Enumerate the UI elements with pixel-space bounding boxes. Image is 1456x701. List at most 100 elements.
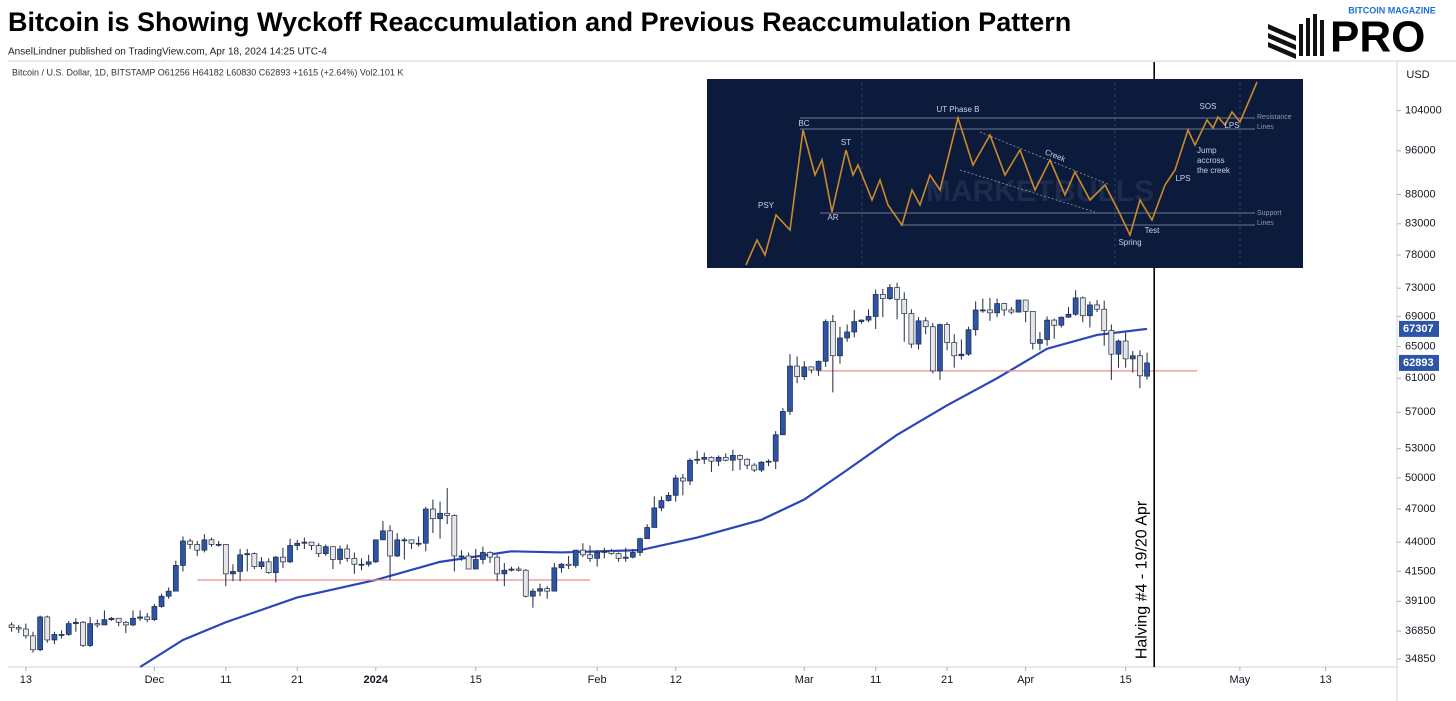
candle-body [480, 552, 486, 560]
candle-body [915, 320, 922, 345]
symbol-info: Bitcoin / U.S. Dollar, 1D, BITSTAMP O612… [12, 67, 403, 77]
y-tick-label: 83000 [1405, 218, 1436, 230]
y-tick-label: 44000 [1405, 536, 1436, 548]
inset-label: LPS [1175, 174, 1190, 183]
candle-body [337, 548, 343, 560]
inset-label: Jump [1197, 146, 1217, 155]
candle-body [772, 434, 779, 462]
candle-body [1015, 299, 1022, 313]
candle-body [1072, 297, 1079, 315]
candle-body [894, 287, 900, 300]
candle-body [637, 538, 643, 553]
chart-title: Bitcoin is Showing Wyckoff Reaccumulatio… [8, 7, 1071, 37]
candle-body [201, 539, 208, 551]
candle-body [458, 555, 465, 558]
candle-body [115, 617, 122, 623]
candle-body [44, 616, 51, 641]
candle-body [1029, 311, 1036, 344]
candle-body [765, 460, 772, 463]
inset-label: BC [798, 119, 809, 128]
candle-body [722, 456, 729, 461]
candle-body [280, 556, 286, 563]
inset-label: Lines [1257, 124, 1274, 131]
candle-body [694, 458, 700, 461]
candle-body [1094, 304, 1100, 310]
candle-body [472, 559, 479, 570]
candle-body [87, 623, 93, 646]
candle-body [444, 512, 451, 516]
candle-body [194, 544, 201, 551]
candle-body [172, 565, 179, 592]
candle-body [301, 541, 308, 544]
candle-body [322, 546, 329, 554]
candle-body [622, 556, 629, 559]
logo-top: BITCOIN MAGAZINE [1348, 5, 1436, 15]
candle-body [779, 411, 786, 436]
candle-body [30, 635, 36, 651]
inset-label: PSY [758, 201, 775, 210]
candle-body [1144, 362, 1150, 377]
candle-body [937, 324, 943, 372]
candle-body [122, 621, 129, 626]
candle-body [544, 588, 551, 592]
candle-body [829, 321, 836, 357]
candle-body [158, 595, 165, 607]
candle-body [551, 567, 558, 592]
candle-body [944, 324, 950, 343]
candle-body [80, 621, 86, 646]
x-tick-label: 15 [470, 674, 482, 686]
candle-body [965, 329, 972, 355]
x-tick-label: Dec [145, 674, 165, 686]
candle-body [501, 569, 508, 575]
candle-body [344, 548, 351, 559]
inset-label: Test [1145, 226, 1160, 235]
candle-body [58, 634, 65, 636]
y-tick-label: 34850 [1405, 653, 1436, 665]
candle-body [879, 294, 886, 299]
candle-body [1115, 340, 1122, 355]
candle-body [422, 508, 429, 544]
candle-body [94, 623, 101, 626]
candle-body [1051, 319, 1058, 326]
candle-body [180, 540, 186, 566]
candle-body [372, 539, 379, 563]
candle-body [208, 539, 215, 545]
subtitle: AnselLindner published on TradingView.co… [8, 47, 327, 58]
candle-body [315, 545, 322, 554]
candle-body [651, 507, 658, 528]
candle-body [558, 563, 565, 569]
candle-body [1101, 308, 1108, 331]
candle-body [901, 298, 908, 314]
x-tick-label: 11 [220, 674, 231, 686]
candle-body [601, 550, 608, 553]
inset-levels [800, 117, 1255, 226]
candle-body [72, 621, 79, 624]
candle-body [487, 552, 493, 558]
inset: MARKETBULLS PSY BC ST AR UT Phase B Cree… [707, 79, 1303, 268]
candle-body [865, 316, 872, 321]
candle-body [244, 553, 251, 556]
candle-body [758, 461, 765, 471]
candle-body [851, 321, 858, 333]
candle-body [151, 606, 158, 620]
candle-body [987, 309, 993, 314]
candle-body [1065, 313, 1072, 318]
candle-body [415, 542, 422, 545]
candle-body [615, 553, 622, 559]
candle-body [715, 456, 722, 462]
candle-body [958, 353, 965, 357]
y-tick-label: 36850 [1405, 625, 1436, 637]
inset-label: AR [827, 213, 838, 222]
inset-label: ST [841, 138, 851, 147]
candle-body [187, 540, 193, 545]
candle-body [330, 546, 336, 560]
inset-label: Spring [1118, 238, 1141, 247]
moving-average [139, 327, 1148, 668]
x-tick-label: Mar [795, 674, 814, 686]
candle-body [1122, 340, 1129, 360]
x-tick-label: 11 [870, 674, 881, 686]
inset-label: accross [1197, 156, 1225, 165]
x-tick-label: 21 [941, 674, 953, 686]
candle-body [665, 494, 672, 501]
